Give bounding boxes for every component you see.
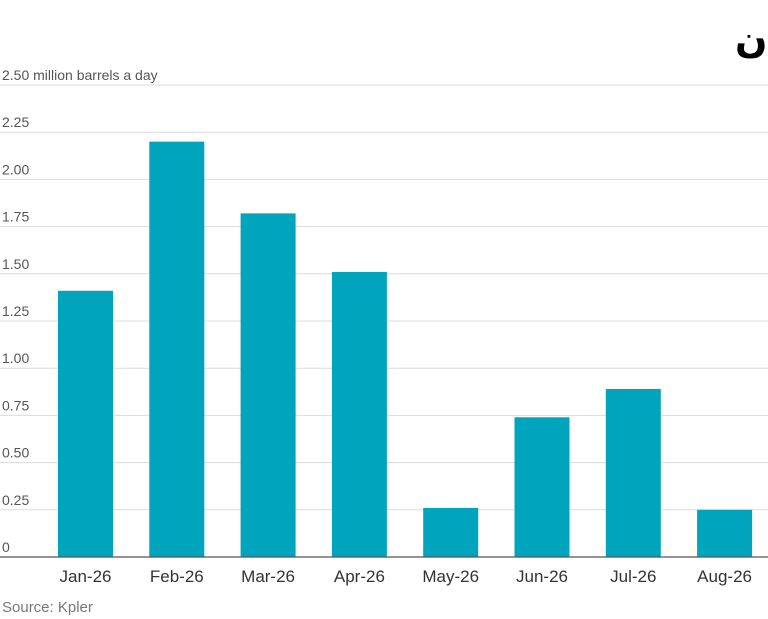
- bar-aug-26: [697, 509, 753, 557]
- bar-may-26: [423, 507, 479, 557]
- x-axis-ticks: Jan-26 Feb-26 Mar-26 Apr-26 May-26 Jun-26 Jul-…: [60, 567, 753, 586]
- y-axis-ticks: 0 0.25 0.50 0.75 1.00 1.25 1.50 1.75 2.00 2.25: [2, 114, 29, 555]
- y-tick-label: 1.50: [2, 256, 29, 272]
- y-tick-label: 0: [2, 539, 10, 555]
- x-tick-label: Aug-26: [697, 567, 752, 586]
- x-tick-label: Apr-26: [334, 567, 385, 586]
- bar-jan-26: [58, 290, 113, 557]
- bars: [58, 141, 753, 557]
- x-tick-label: Mar-26: [241, 567, 295, 586]
- y-tick-label: 0.50: [2, 445, 29, 461]
- bar-jul-26: [605, 388, 661, 557]
- bar-apr-26: [331, 271, 387, 557]
- bar-mar-26: [240, 213, 296, 557]
- y-tick-label: 1.00: [2, 350, 29, 366]
- y-tick-label: 0.75: [2, 397, 29, 413]
- y-tick-label: 1.25: [2, 303, 29, 319]
- x-tick-label: Jul-26: [610, 567, 656, 586]
- y-axis-top-label: 2.50 million barrels a day: [2, 67, 158, 83]
- source-note: Source: Kpler: [2, 599, 93, 616]
- y-tick-label: 1.75: [2, 209, 29, 225]
- x-tick-label: Feb-26: [150, 567, 204, 586]
- x-tick-label: Jan-26: [60, 567, 112, 586]
- bar-feb-26: [149, 141, 205, 557]
- y-tick-label: 2.25: [2, 114, 29, 130]
- y-tick-label: 2.00: [2, 161, 29, 177]
- bar-jun-26: [514, 417, 570, 557]
- chart-title: حجم بارگیری نفت ایران: [735, 17, 768, 62]
- x-tick-label: May-26: [422, 567, 479, 586]
- x-tick-label: Jun-26: [516, 567, 568, 586]
- y-tick-label: 0.25: [2, 492, 29, 508]
